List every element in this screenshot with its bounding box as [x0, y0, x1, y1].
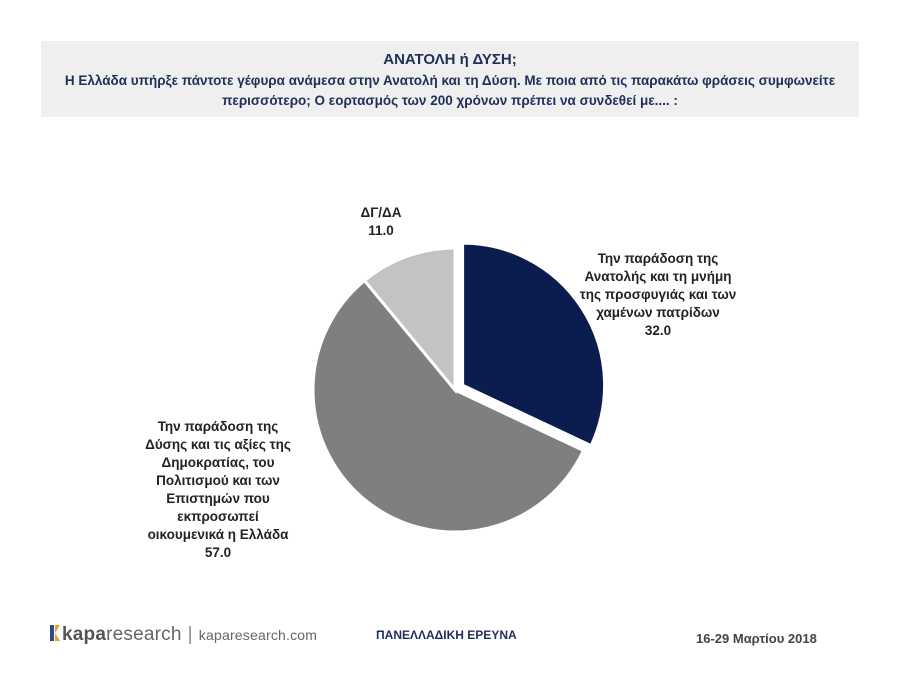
survey-date: 16-29 Μαρτίου 2018: [696, 631, 817, 646]
question-line-1: Η Ελλάδα υπήρξε πάντοτε γέφυρα ανάμεσα σ…: [64, 73, 836, 88]
slice-label-line: Επιστημών που: [166, 491, 270, 506]
pie-slice-2: [362, 246, 457, 395]
slice-label-line: χαμένων πατρίδων: [596, 305, 720, 320]
kapa-research-logo: kaparesearch | kaparesearch.com: [50, 623, 317, 646]
logo-mark-icon: [50, 625, 60, 641]
slice-label-line: Δύσης και τις αξίες της: [145, 437, 291, 452]
slice-label-line: Ανατολής και τη μνήμη: [584, 269, 732, 284]
slice-value-label: 57.0: [204, 545, 232, 560]
slice-label-line: Δημοκρατίας, του: [161, 455, 275, 470]
website-link[interactable]: kaparesearch.com: [198, 627, 318, 643]
slice-label-line: εκπροσωπεί: [177, 509, 259, 524]
question-line-2: περισσότερο; Ο εορτασμός των 200 χρόνων …: [222, 93, 678, 108]
slice-label-line: της προσφυγιάς και των: [579, 287, 737, 302]
slice-label-line: οικουμενικά η Ελλάδα: [147, 527, 289, 542]
slice-label-west: Την παράδοση της Δύσης και τις αξίες της Δ…: [128, 418, 308, 562]
slice-value-label: 32.0: [644, 323, 672, 338]
slice-label-east: Την παράδοση της Ανατολής και τη μνήμη της…: [568, 250, 748, 340]
pie-slice-0: [461, 241, 607, 448]
logo-separator: |: [187, 624, 193, 645]
slice-label-line: ΔΓ/ΔΑ: [360, 205, 402, 220]
chart-title: ΑΝΑΤΟΛΗ ή ΔΥΣΗ;: [383, 51, 517, 68]
slice-label-line: Την παράδοση της: [157, 419, 279, 434]
slice-label-line: Την παράδοση της: [597, 251, 719, 266]
slice-label-dkna: ΔΓ/ΔΑ 11.0: [336, 204, 426, 240]
logo-kapa-text: kapa: [62, 624, 107, 645]
title-box: ΑΝΑΤΟΛΗ ή ΔΥΣΗ; Η Ελλάδα υπήρξε πάντοτε …: [41, 41, 859, 117]
slice-label-line: Πολιτισμού και των: [156, 473, 280, 488]
logo-research-text: research: [106, 624, 182, 645]
slice-value-label: 11.0: [368, 223, 394, 238]
pie-slice-1: [311, 278, 586, 534]
survey-label: ΠΑΝΕΛΛΑΔΙΚΗ ΕΡΕΥΝΑ: [376, 628, 517, 642]
